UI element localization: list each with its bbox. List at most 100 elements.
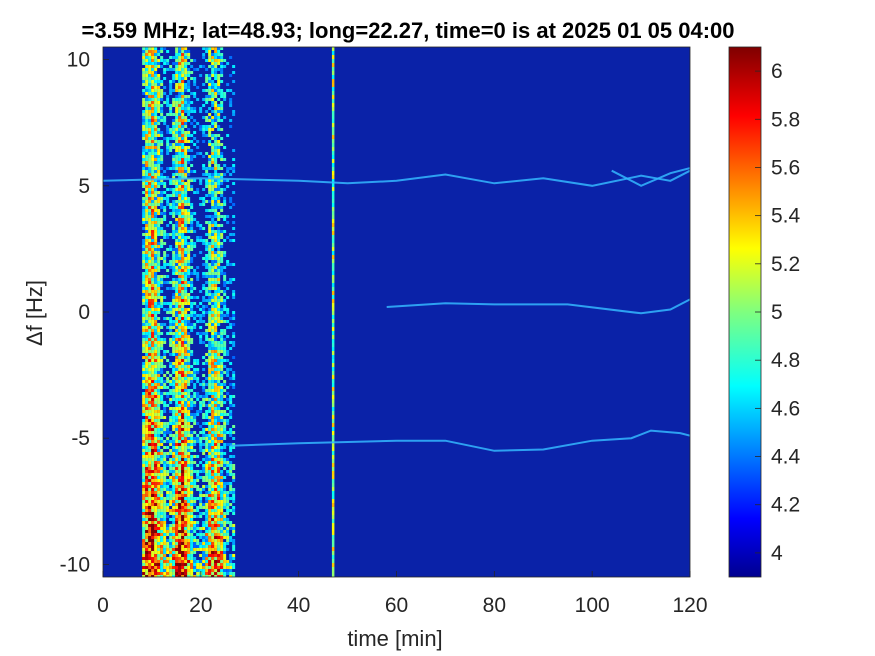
intensity-cell xyxy=(175,365,179,368)
intensity-cell xyxy=(172,446,176,449)
intensity-cell xyxy=(187,53,191,56)
intensity-cell xyxy=(154,302,158,305)
intensity-cell xyxy=(151,320,155,323)
intensity-cell xyxy=(154,230,158,233)
intensity-cell xyxy=(160,539,164,542)
intensity-cell xyxy=(199,341,203,344)
intensity-cell xyxy=(232,377,236,380)
intensity-cell xyxy=(181,140,185,143)
intensity-cell xyxy=(196,521,200,524)
intensity-cell xyxy=(223,410,227,413)
intensity-cell xyxy=(187,509,191,512)
intensity-cell xyxy=(208,167,212,170)
intensity-cell xyxy=(184,194,188,197)
intensity-cell xyxy=(172,479,176,482)
intensity-cell xyxy=(145,434,149,437)
intensity-cell xyxy=(208,362,212,365)
intensity-cell xyxy=(217,248,221,251)
intensity-cell xyxy=(166,167,170,170)
intensity-cell xyxy=(148,545,152,548)
intensity-cell xyxy=(151,398,155,401)
intensity-cell xyxy=(211,65,215,68)
intensity-cell xyxy=(220,47,224,50)
intensity-cell xyxy=(151,275,155,278)
intensity-cell xyxy=(178,497,182,500)
intensity-cell xyxy=(205,182,209,185)
intensity-cell xyxy=(142,503,146,506)
intensity-cell xyxy=(232,446,236,449)
vertical-line-cell xyxy=(331,231,335,235)
intensity-cell xyxy=(217,245,221,248)
intensity-cell xyxy=(145,170,149,173)
intensity-cell xyxy=(178,344,182,347)
intensity-cell xyxy=(160,401,164,404)
intensity-cell xyxy=(196,68,200,71)
intensity-cell xyxy=(166,437,170,440)
intensity-cell xyxy=(154,287,158,290)
intensity-cell xyxy=(199,152,203,155)
intensity-cell xyxy=(160,212,164,215)
intensity-cell xyxy=(151,116,155,119)
intensity-cell xyxy=(148,92,152,95)
intensity-cell xyxy=(160,332,164,335)
intensity-cell xyxy=(187,479,191,482)
intensity-cell xyxy=(166,131,170,134)
intensity-cell xyxy=(223,527,227,530)
intensity-cell xyxy=(205,485,209,488)
vertical-line-cell xyxy=(331,79,335,83)
intensity-cell xyxy=(154,143,158,146)
vertical-line-cell xyxy=(331,267,335,271)
intensity-cell xyxy=(211,215,215,218)
intensity-cell xyxy=(214,113,218,116)
intensity-cell xyxy=(190,311,194,314)
intensity-cell xyxy=(232,533,236,536)
intensity-cell xyxy=(214,263,218,266)
intensity-cell xyxy=(148,242,152,245)
intensity-cell xyxy=(202,416,206,419)
intensity-cell xyxy=(223,446,227,449)
intensity-cell xyxy=(181,80,185,83)
intensity-cell xyxy=(169,461,173,464)
intensity-cell xyxy=(220,314,224,317)
intensity-cell xyxy=(145,302,149,305)
intensity-cell xyxy=(184,269,188,272)
intensity-cell xyxy=(187,410,191,413)
intensity-cell xyxy=(157,74,161,77)
intensity-cell xyxy=(145,398,149,401)
intensity-cell xyxy=(220,509,224,512)
intensity-cell xyxy=(175,434,179,437)
intensity-cell xyxy=(190,464,194,467)
intensity-cell xyxy=(193,440,197,443)
intensity-cell xyxy=(205,446,209,449)
intensity-cell xyxy=(142,440,146,443)
vertical-line-cell xyxy=(331,71,335,75)
intensity-cell xyxy=(217,536,221,539)
intensity-cell xyxy=(175,506,179,509)
intensity-cell xyxy=(187,530,191,533)
vertical-line-cell xyxy=(331,103,335,107)
intensity-cell xyxy=(214,53,218,56)
intensity-cell xyxy=(142,479,146,482)
intensity-cell xyxy=(193,563,197,566)
intensity-cell xyxy=(214,395,218,398)
intensity-cell xyxy=(190,572,194,575)
intensity-cell xyxy=(142,164,146,167)
intensity-cell xyxy=(232,548,236,551)
intensity-cell xyxy=(214,305,218,308)
intensity-cell xyxy=(193,521,197,524)
intensity-cell xyxy=(205,89,209,92)
intensity-cell xyxy=(193,314,197,317)
vertical-line-cell xyxy=(331,95,335,99)
intensity-cell xyxy=(142,119,146,122)
intensity-cell xyxy=(181,302,185,305)
intensity-cell xyxy=(142,326,146,329)
intensity-cell xyxy=(208,515,212,518)
intensity-cell xyxy=(223,461,227,464)
intensity-cell xyxy=(205,125,209,128)
intensity-cell xyxy=(175,74,179,77)
intensity-cell xyxy=(196,542,200,545)
intensity-cell xyxy=(205,344,209,347)
x-tick-label: 100 xyxy=(575,594,610,617)
intensity-cell xyxy=(151,359,155,362)
intensity-cell xyxy=(217,464,221,467)
